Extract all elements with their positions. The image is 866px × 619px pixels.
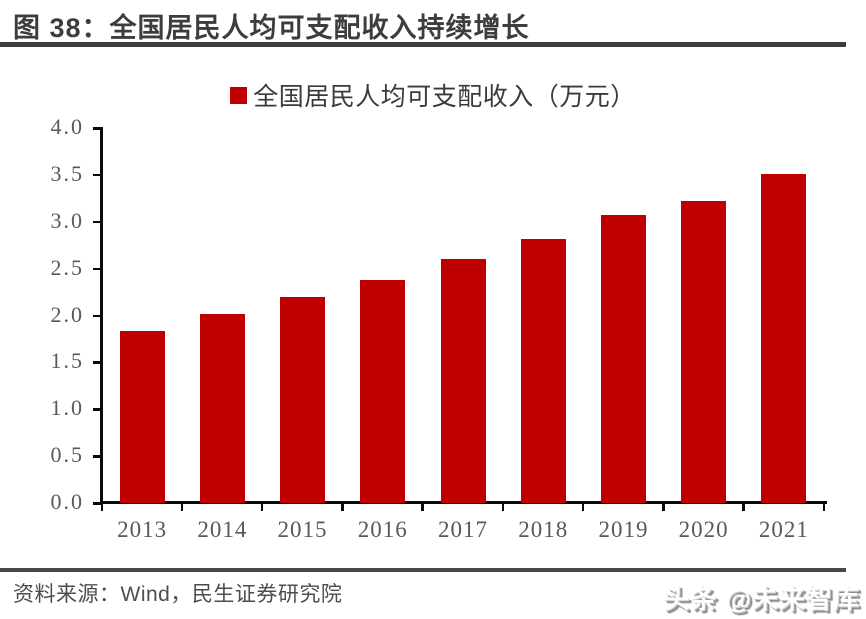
x-axis-tick xyxy=(662,503,665,511)
bar-2013 xyxy=(119,331,165,503)
legend-marker-icon xyxy=(230,86,248,104)
legend-label: 全国居民人均可支配收入（万元） xyxy=(253,83,636,111)
y-axis-label: 1.0 xyxy=(50,395,84,421)
y-axis-tick xyxy=(93,267,102,271)
x-axis-tick xyxy=(100,503,103,511)
y-axis-label: 0.0 xyxy=(50,489,84,514)
x-axis-label: 2013 xyxy=(117,517,168,542)
x-axis-tick xyxy=(260,503,264,511)
y-axis-label: 2.0 xyxy=(50,301,84,327)
y-axis-tick xyxy=(93,361,102,364)
y-axis-label: 0.5 xyxy=(50,442,84,468)
source-note: 资料来源：Wind，民生证券研究院 xyxy=(13,583,343,606)
y-axis-label: 3.5 xyxy=(50,160,84,186)
bar-2014 xyxy=(199,313,245,503)
bar-chart: 0.0 0.5 1.0 1.5 2.0 2.5 3.0 3.5 4.0 2013 2014 2015 2… xyxy=(50,114,827,542)
title-underline xyxy=(0,42,846,47)
y-axis-tick xyxy=(93,314,102,317)
x-axis-tick xyxy=(501,503,505,511)
bar-2016 xyxy=(360,279,406,503)
bar-2021 xyxy=(761,173,807,503)
y-axis-label: 2.5 xyxy=(50,254,84,280)
x-axis-label: 2018 xyxy=(518,517,569,542)
bar-2017 xyxy=(440,259,486,503)
x-axis-tick xyxy=(822,503,825,511)
x-axis-label: 2014 xyxy=(197,517,248,542)
x-axis-label: 2019 xyxy=(598,517,649,542)
y-axis-tick xyxy=(93,502,102,505)
y-axis-tick xyxy=(93,127,102,130)
x-axis-label: 2016 xyxy=(357,517,408,542)
y-axis-label: 1.5 xyxy=(50,348,84,374)
x-axis-tick xyxy=(581,503,585,511)
y-axis-label: 4.0 xyxy=(50,114,84,139)
x-axis-label: 2015 xyxy=(277,517,328,542)
figure-title: 图 38：全国居民人均可支配收入持续增长 xyxy=(13,13,530,43)
x-axis-label: 2021 xyxy=(758,517,809,542)
x-axis-label: 2020 xyxy=(678,517,729,542)
y-axis-tick xyxy=(93,220,102,224)
bar-2019 xyxy=(600,215,646,503)
bar-2020 xyxy=(681,201,727,503)
x-axis-tick xyxy=(341,503,344,511)
x-axis-tick xyxy=(180,503,184,511)
y-axis-tick xyxy=(93,408,102,411)
x-axis-label: 2017 xyxy=(437,517,488,542)
legend: 全国居民人均可支配收入（万元） xyxy=(0,80,866,111)
bar-2018 xyxy=(520,238,566,503)
y-axis-tick xyxy=(93,173,102,177)
y-axis-tick xyxy=(93,455,102,458)
watermark: 头条 @未来智库 xyxy=(663,584,860,614)
x-axis-tick xyxy=(421,503,424,511)
bar-2015 xyxy=(280,296,326,503)
footer-divider xyxy=(0,568,846,572)
x-axis-tick xyxy=(742,503,745,511)
y-axis-label: 3.0 xyxy=(50,207,84,233)
